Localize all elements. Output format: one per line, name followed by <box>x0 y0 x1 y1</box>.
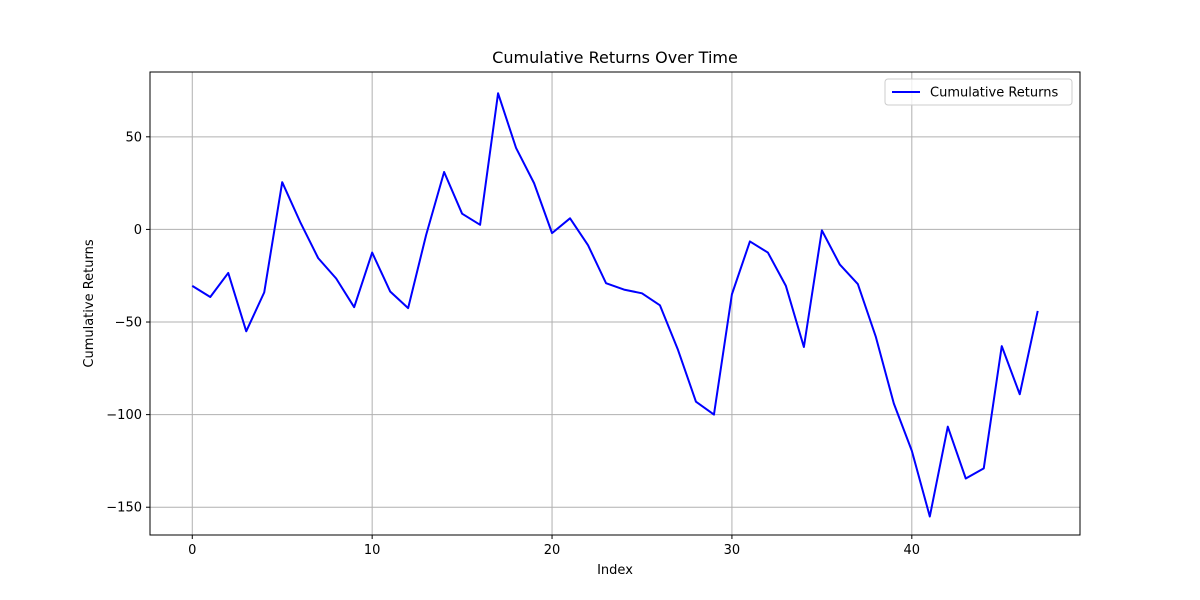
legend: Cumulative Returns <box>884 78 1073 106</box>
x-tick-label: 10 <box>364 543 381 558</box>
x-axis-label: Index <box>597 563 633 578</box>
x-tick-label: 0 <box>188 543 196 558</box>
y-tick-label: −150 <box>106 501 142 516</box>
plot-frame <box>149 71 1081 536</box>
y-tick-label: 50 <box>125 130 142 145</box>
y-axis-ticks: −150 −100 −50 0 50 <box>106 130 150 516</box>
y-axis-label: Cumulative Returns <box>82 239 97 367</box>
legend-entry-cumulative-returns: Cumulative Returns <box>930 86 1058 101</box>
y-tick-label: −50 <box>115 316 142 331</box>
y-tick-label: 0 <box>134 223 142 238</box>
x-tick-label: 20 <box>544 543 561 558</box>
x-tick-label: 30 <box>724 543 741 558</box>
x-axis-ticks: 0 10 20 30 40 <box>188 535 920 558</box>
chart-title: Cumulative Returns Over Time <box>492 48 738 67</box>
series-line-cumulative-returns <box>191 92 1039 518</box>
series-layer <box>191 92 1039 518</box>
y-tick-label: −100 <box>106 408 142 423</box>
legend-box <box>884 78 1073 106</box>
x-tick-label: 40 <box>904 543 921 558</box>
